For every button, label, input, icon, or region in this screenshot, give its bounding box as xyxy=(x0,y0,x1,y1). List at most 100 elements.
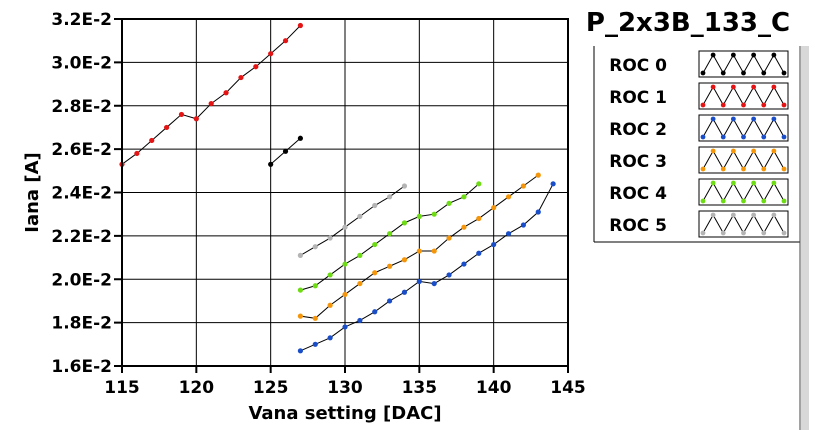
legend-swatch-marker xyxy=(720,230,726,236)
legend-swatch-marker xyxy=(710,52,716,58)
x-tick-label: 140 xyxy=(476,378,512,398)
legend-swatch-marker xyxy=(710,84,716,90)
data-point xyxy=(342,324,348,330)
legend-swatch-marker xyxy=(741,198,746,204)
series-roc-4 xyxy=(297,181,482,293)
legend-box xyxy=(594,46,800,242)
data-point xyxy=(193,116,199,122)
y-tick-label: 1.6E-2 xyxy=(51,357,112,377)
data-point xyxy=(401,220,408,226)
x-tick-label: 135 xyxy=(402,378,438,398)
data-point xyxy=(357,252,363,258)
series-layer xyxy=(119,22,556,354)
data-point xyxy=(238,74,244,81)
legend-swatch-marker xyxy=(781,166,787,172)
data-point xyxy=(401,257,408,263)
data-point xyxy=(268,161,274,167)
legend-swatch-marker xyxy=(700,198,706,204)
x-tick-label: 130 xyxy=(327,378,363,398)
data-point xyxy=(164,124,170,131)
series-roc-1 xyxy=(119,22,303,167)
data-point xyxy=(431,248,437,254)
data-point xyxy=(387,298,393,304)
data-point xyxy=(520,183,527,189)
legend-swatch-marker xyxy=(761,70,767,76)
legend-swatch-marker xyxy=(741,230,746,236)
data-point xyxy=(416,278,422,285)
legend-swatch-marker xyxy=(720,70,726,76)
data-point xyxy=(327,302,333,308)
legend-swatch-marker xyxy=(771,52,777,58)
data-point xyxy=(297,135,303,141)
legend-swatch-marker xyxy=(730,52,736,58)
legend-swatch-marker xyxy=(761,134,767,140)
data-point xyxy=(312,283,318,289)
data-point xyxy=(327,272,333,278)
y-tick-label: 2.2E-2 xyxy=(51,227,112,247)
data-point xyxy=(342,291,348,298)
data-point xyxy=(476,250,482,256)
y-tick-label: 2.8E-2 xyxy=(51,97,112,117)
data-point xyxy=(550,181,556,187)
legend-item: ROC 5 xyxy=(609,210,789,238)
data-point xyxy=(342,261,348,267)
data-point xyxy=(372,202,378,209)
data-point xyxy=(357,317,363,324)
data-point xyxy=(297,22,303,29)
data-point xyxy=(342,224,348,230)
data-point xyxy=(446,272,452,278)
data-point xyxy=(268,51,274,57)
data-point xyxy=(178,111,185,118)
data-point xyxy=(223,90,229,96)
data-point xyxy=(416,248,422,254)
legend-swatch-marker xyxy=(771,84,777,90)
data-point xyxy=(476,215,482,222)
chart-title: P_2x3B_133_C xyxy=(586,8,790,38)
data-point xyxy=(134,150,140,157)
data-point xyxy=(297,313,303,319)
data-point xyxy=(312,315,318,321)
data-point xyxy=(312,244,318,250)
legend-item: ROC 3 xyxy=(609,146,789,174)
legend-swatch-marker xyxy=(700,230,706,236)
legend-swatch-marker xyxy=(741,102,746,108)
data-point xyxy=(431,211,437,217)
data-point xyxy=(327,335,333,341)
legend-swatch-marker xyxy=(720,134,726,140)
series-line xyxy=(300,183,480,291)
legend-swatch-marker xyxy=(700,102,706,108)
legend-label: ROC 4 xyxy=(609,184,667,204)
data-point xyxy=(357,280,363,287)
data-point xyxy=(505,231,512,237)
data-point xyxy=(387,194,393,200)
legend-swatch-marker xyxy=(751,52,757,58)
series-roc-2 xyxy=(297,181,556,354)
legend-swatch-marker xyxy=(751,212,757,218)
legend-swatch-marker xyxy=(761,198,767,204)
data-point xyxy=(520,222,527,228)
legend-swatch-marker xyxy=(720,102,726,108)
legend-item: ROC 2 xyxy=(609,114,789,142)
x-tick-label: 145 xyxy=(550,378,586,398)
legend-swatch-marker xyxy=(781,134,787,140)
x-tick-label: 120 xyxy=(179,378,215,398)
series-roc-3 xyxy=(297,172,541,321)
x-axis: 115 120 125 130 135 140 145 xyxy=(104,366,586,398)
data-point xyxy=(401,289,408,295)
y-tick-label: 2.0E-2 xyxy=(51,270,112,290)
data-point xyxy=(297,287,303,293)
y-axis: 1.6E-2 1.8E-2 2.0E-2 2.2E-2 2.4E-2 2.6E-2 2.8E… xyxy=(51,10,122,377)
x-tick-label: 115 xyxy=(104,378,140,398)
data-point xyxy=(327,235,333,241)
legend-swatch-marker xyxy=(710,148,716,154)
legend-swatch-marker xyxy=(720,166,726,172)
series-line xyxy=(121,25,301,165)
legend-swatch-marker xyxy=(720,198,726,204)
data-point xyxy=(446,200,452,206)
legend-scrollbar[interactable] xyxy=(801,46,809,430)
legend-swatch-marker xyxy=(710,116,716,122)
y-axis-title: Iana [A] xyxy=(22,152,43,232)
legend-swatch-marker xyxy=(781,230,787,236)
legend-swatch-marker xyxy=(751,116,757,122)
data-point xyxy=(387,231,393,237)
